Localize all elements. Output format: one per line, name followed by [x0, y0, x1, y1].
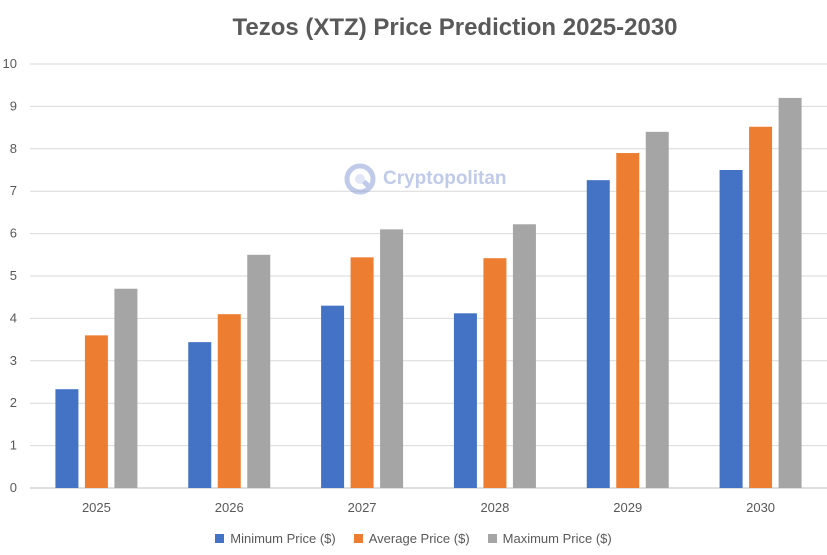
bars: [55, 97, 802, 489]
legend-label-minimum: Minimum Price ($): [230, 531, 336, 546]
y-tick-label: 4: [10, 310, 17, 325]
bar-2025-series-2: [114, 288, 138, 488]
bar-2029-series-1: [616, 153, 640, 489]
y-tick-label: 8: [10, 141, 17, 156]
grid-lines: [30, 63, 827, 489]
x-tick-label: 2025: [82, 500, 111, 515]
bar-2030-series-2: [778, 97, 802, 489]
y-tick-label: 1: [10, 438, 17, 453]
bar-2030-series-0: [719, 170, 743, 488]
bar-2026-series-1: [217, 314, 241, 488]
x-tick-label: 2030: [746, 500, 775, 515]
legend-item-maximum: Maximum Price ($): [487, 531, 612, 546]
bar-2029-series-2: [645, 131, 669, 488]
legend-item-average: Average Price ($): [353, 531, 470, 546]
y-tick-label: 2: [10, 395, 17, 410]
bar-2027-series-1: [350, 257, 374, 488]
y-tick-label: 0: [10, 480, 17, 495]
x-tick-labels: 2025 2026 2027 2028 2029 2030: [82, 500, 775, 515]
bar-2028-series-0: [453, 313, 477, 488]
bar-2029-series-0: [586, 180, 610, 488]
cryptopolitan-logo-icon: [344, 163, 376, 195]
y-tick-label: 9: [10, 98, 17, 113]
legend-item-minimum: Minimum Price ($): [215, 531, 336, 546]
x-tick-label: 2026: [215, 500, 244, 515]
y-tick-label: 5: [10, 268, 17, 283]
bar-2027-series-0: [321, 305, 345, 488]
bar-2025-series-0: [55, 389, 79, 488]
bar-2026-series-2: [247, 254, 271, 488]
y-tick-label: 3: [10, 353, 17, 368]
watermark: Cryptopolitan: [343, 162, 507, 196]
y-tick-labels: 0 1 2 3 4 5 6 7 8 9 10: [3, 56, 17, 495]
bar-2026-series-0: [188, 342, 212, 488]
legend-swatch-maximum: [487, 534, 497, 543]
y-tick-label: 10: [3, 56, 17, 71]
chart-title: Tezos (XTZ) Price Prediction 2025-2030: [232, 14, 678, 41]
watermark-text: Cryptopolitan: [383, 168, 507, 189]
bar-2028-series-1: [483, 258, 507, 488]
y-tick-label: 6: [10, 226, 17, 241]
bar-2028-series-2: [512, 224, 536, 488]
x-tick-label: 2029: [613, 500, 642, 515]
x-tick-label: 2027: [348, 500, 377, 515]
y-tick-label: 7: [10, 183, 17, 198]
bar-2030-series-1: [749, 126, 773, 488]
bar-2025-series-1: [84, 335, 108, 488]
legend-label-maximum: Maximum Price ($): [502, 531, 612, 546]
legend-swatch-minimum: [215, 534, 225, 543]
legend-label-average: Average Price ($): [368, 531, 470, 546]
x-tick-label: 2028: [480, 500, 509, 515]
legend-swatch-average: [353, 534, 363, 543]
legend: Minimum Price ($) Average Price ($) Maxi…: [0, 531, 827, 546]
bar-2027-series-2: [380, 229, 404, 489]
